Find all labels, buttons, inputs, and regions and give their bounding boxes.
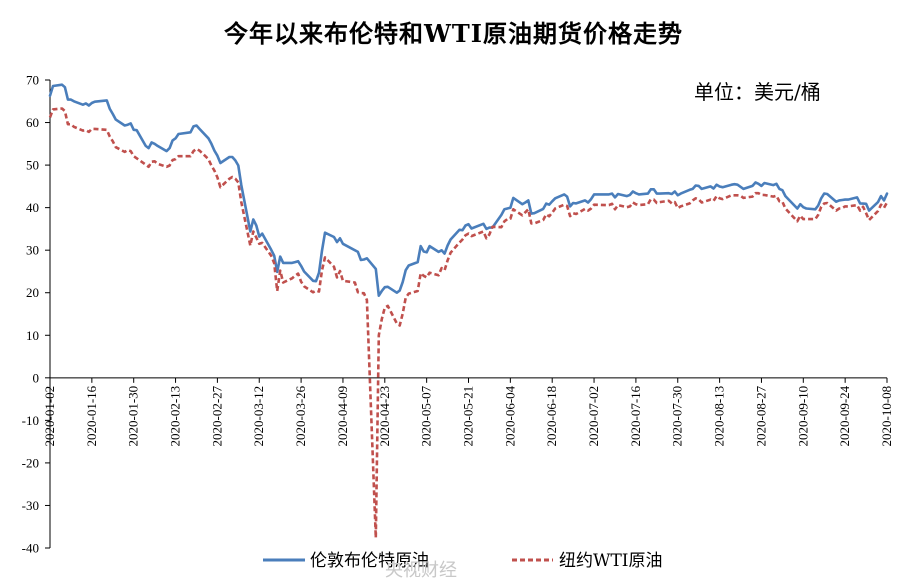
x-tick-label: 2020-01-16 bbox=[84, 385, 99, 446]
y-tick-label: 70 bbox=[26, 73, 39, 88]
y-tick-label: 20 bbox=[26, 285, 39, 300]
y-tick-label: -30 bbox=[22, 498, 39, 513]
y-tick-label: 10 bbox=[26, 328, 39, 343]
y-tick-label: 50 bbox=[26, 158, 39, 173]
x-tick-label: 2020-02-13 bbox=[168, 386, 183, 447]
unit-label: 单位：美元/桶 bbox=[694, 80, 821, 104]
x-tick-label: 2020-07-16 bbox=[628, 385, 643, 446]
x-tick-label: 2020-01-02 bbox=[42, 386, 57, 447]
x-tick-label: 2020-03-12 bbox=[251, 386, 266, 447]
legend-label: 纽约WTI原油 bbox=[559, 551, 663, 571]
brent-series-line bbox=[48, 83, 889, 298]
x-tick-label: 2020-08-27 bbox=[753, 385, 768, 446]
watermark-text: 央视财经 bbox=[385, 560, 457, 581]
y-tick-label: 40 bbox=[26, 200, 39, 215]
x-tick-label: 2020-05-07 bbox=[419, 385, 434, 446]
x-tick-label: 2020-08-13 bbox=[712, 386, 727, 447]
y-tick-label: -20 bbox=[22, 455, 39, 470]
y-tick-label: -40 bbox=[22, 541, 39, 556]
y-tick-label: 30 bbox=[26, 243, 39, 258]
x-tick-label: 2020-04-09 bbox=[335, 386, 350, 447]
x-axis-ticks: 2020-01-02 2020-01-16 2020-01-30 2020-02-13… bbox=[42, 377, 894, 447]
x-tick-label: 2020-09-24 bbox=[837, 385, 852, 446]
chart-title: 今年以来布伦特和WTI原油期货价格走势 bbox=[223, 19, 684, 48]
x-tick-label: 2020-07-02 bbox=[586, 386, 601, 447]
x-tick-label: 2020-10-08 bbox=[879, 386, 894, 447]
x-tick-label: 2020-02-27 bbox=[209, 385, 224, 446]
chart-legend: 伦敦布伦特原油 纽约WTI原油 bbox=[263, 551, 663, 571]
chart-axes bbox=[49, 80, 887, 548]
y-axis-ticks: 70 60 50 40 30 20 10 0 -10 -20 -30 -40 bbox=[22, 73, 50, 556]
y-tick-label: 0 bbox=[33, 370, 40, 385]
wti-series-line bbox=[48, 107, 889, 540]
x-tick-label: 2020-01-30 bbox=[126, 386, 141, 447]
y-tick-label: -10 bbox=[22, 413, 39, 428]
x-tick-label: 2020-05-21 bbox=[461, 386, 476, 447]
x-tick-label: 2020-04-23 bbox=[377, 386, 392, 447]
chart-series bbox=[48, 83, 889, 540]
x-tick-label: 2020-03-26 bbox=[293, 385, 308, 446]
x-tick-label: 2020-07-30 bbox=[670, 386, 685, 447]
y-tick-label: 60 bbox=[26, 115, 39, 130]
x-tick-label: 2020-06-18 bbox=[544, 386, 559, 447]
legend-label: 伦敦布伦特原油 bbox=[310, 551, 429, 571]
x-tick-label: 2020-06-04 bbox=[502, 385, 517, 446]
x-tick-label: 2020-09-10 bbox=[795, 386, 810, 447]
